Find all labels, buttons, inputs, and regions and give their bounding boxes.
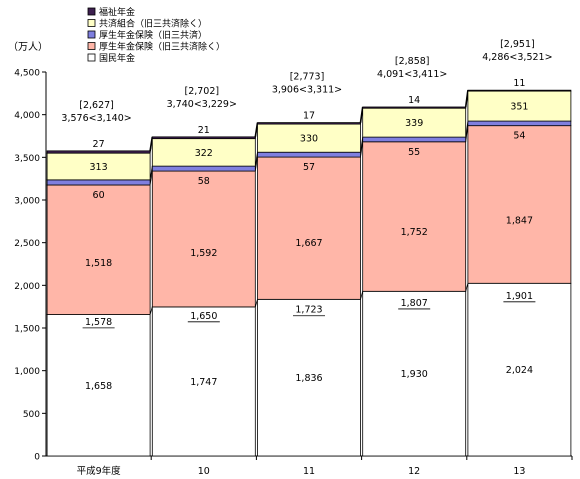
legend-swatch (87, 7, 96, 16)
legend-swatch (87, 19, 96, 27)
data-labels: 1,658 1,518 60 313 27 1,578 3,576<3,140> [2,627… (61, 39, 552, 392)
x-tick-label: 12 (408, 466, 420, 477)
bar-segment (257, 123, 361, 153)
bar-segment (362, 136, 467, 143)
bar-segment (46, 150, 151, 154)
unit-label: （万人） (8, 41, 48, 53)
legend-label: 共済組合（旧三共済除く） (99, 18, 207, 30)
x-tick-label: 13 (513, 466, 525, 477)
bar-segment (362, 107, 467, 138)
bar-segment (46, 184, 151, 315)
legend-swatch (87, 30, 96, 39)
bar-segment (151, 136, 256, 140)
segment-value-label: 55 (408, 147, 420, 158)
y-tick-label: 500 (23, 410, 40, 420)
bar-segment (467, 120, 572, 127)
x-tick-label: 11 (303, 466, 315, 477)
segment-value-label: 1,752 (401, 227, 428, 238)
segment-value-label: 17 (303, 111, 315, 122)
subtotal-label: 1,723 (295, 305, 322, 316)
bars (46, 89, 572, 457)
legend-label: 国民年金 (99, 52, 135, 64)
segment-value-label: 322 (195, 148, 213, 159)
bar-segment (467, 282, 572, 457)
bar-segment (257, 122, 361, 125)
segment-value-label: 1,667 (295, 238, 322, 249)
bar-segment (362, 290, 467, 457)
y-tick-label: 4,000 (14, 111, 40, 121)
segment-value-label: 2,024 (506, 365, 533, 376)
y-tick-label: 1,000 (14, 367, 40, 377)
bar-segment (467, 125, 572, 284)
subtotal-label: 1,901 (506, 291, 533, 302)
y-tick-label: 3,000 (14, 197, 40, 207)
legend-swatch (87, 42, 96, 50)
segment-value-label: 60 (93, 190, 105, 201)
bar-segment (151, 306, 256, 457)
bracket-label: [2,773] (290, 72, 325, 83)
axes: 0 500 1,000 1,500 2,000 2,500 3,000 3,500 4,000 4… (14, 69, 573, 477)
segment-value-label: 21 (198, 125, 210, 136)
y-tick-label: 2,000 (14, 282, 40, 292)
total-label: 3,576<3,140> (61, 113, 131, 124)
bar-segment (151, 165, 256, 172)
bar-segment (467, 89, 572, 92)
segment-value-label: 14 (408, 95, 420, 106)
legend-label: 福祉年金 (99, 6, 135, 18)
legend-label: 厚生年金保険（旧三共済除く） (99, 41, 225, 53)
segment-value-label: 58 (198, 176, 210, 187)
y-tick-label: 0 (34, 453, 40, 463)
bracket-label: [2,702] (184, 86, 219, 97)
segment-value-label: 11 (513, 78, 525, 89)
bar-segment (151, 170, 256, 308)
bracket-label: [2,951] (500, 39, 535, 50)
bar-segment (257, 298, 361, 457)
subtotal-label: 1,650 (190, 311, 217, 322)
legend-label: 厚生年金保険（旧三共済） (99, 29, 207, 41)
legend-swatch (87, 53, 96, 62)
bar-segment (467, 90, 572, 122)
segment-value-label: 1,836 (295, 373, 322, 384)
bar-segment (46, 179, 151, 186)
x-tick-label: 10 (198, 466, 210, 477)
segment-value-label: 1,847 (506, 216, 533, 227)
bar-segment (257, 156, 361, 300)
segment-value-label: 1,592 (190, 248, 217, 259)
bracket-label: [2,627] (79, 100, 114, 111)
x-tick-label: 平成9年度 (77, 465, 122, 477)
bracket-label: [2,858] (395, 56, 430, 67)
total-label: 3,740<3,229> (167, 99, 237, 110)
y-tick-label: 4,500 (14, 69, 40, 79)
bar-segment (362, 106, 467, 109)
bar-segment (362, 141, 467, 292)
subtotal-label: 1,807 (401, 298, 428, 309)
bar-segment (46, 314, 151, 457)
total-label: 3,906<3,311> (272, 85, 342, 96)
segment-value-label: 54 (513, 131, 525, 142)
segment-value-label: 330 (300, 134, 318, 145)
bar-segment (257, 151, 361, 158)
segment-value-label: 57 (303, 162, 315, 173)
bar-segment (46, 152, 151, 181)
segment-value-label: 339 (405, 118, 423, 129)
y-tick-label: 3,500 (14, 154, 40, 164)
segment-value-label: 1,518 (85, 258, 112, 269)
segment-value-label: 1,930 (401, 369, 428, 380)
segment-value-label: 351 (510, 102, 528, 113)
total-label: 4,286<3,521> (482, 52, 552, 63)
subtotal-label: 1,578 (85, 317, 112, 328)
total-label: 4,091<3,411> (377, 69, 447, 80)
segment-value-label: 1,658 (85, 381, 112, 392)
segment-value-label: 1,747 (190, 377, 217, 388)
y-tick-label: 2,500 (14, 239, 40, 249)
segment-value-label: 313 (90, 162, 108, 173)
legend: 福祉年金共済組合（旧三共済除く）厚生年金保険（旧三共済）厚生年金保険（旧三共済除… (87, 6, 225, 64)
segment-value-label: 27 (93, 139, 105, 150)
y-tick-label: 1,500 (14, 325, 40, 335)
